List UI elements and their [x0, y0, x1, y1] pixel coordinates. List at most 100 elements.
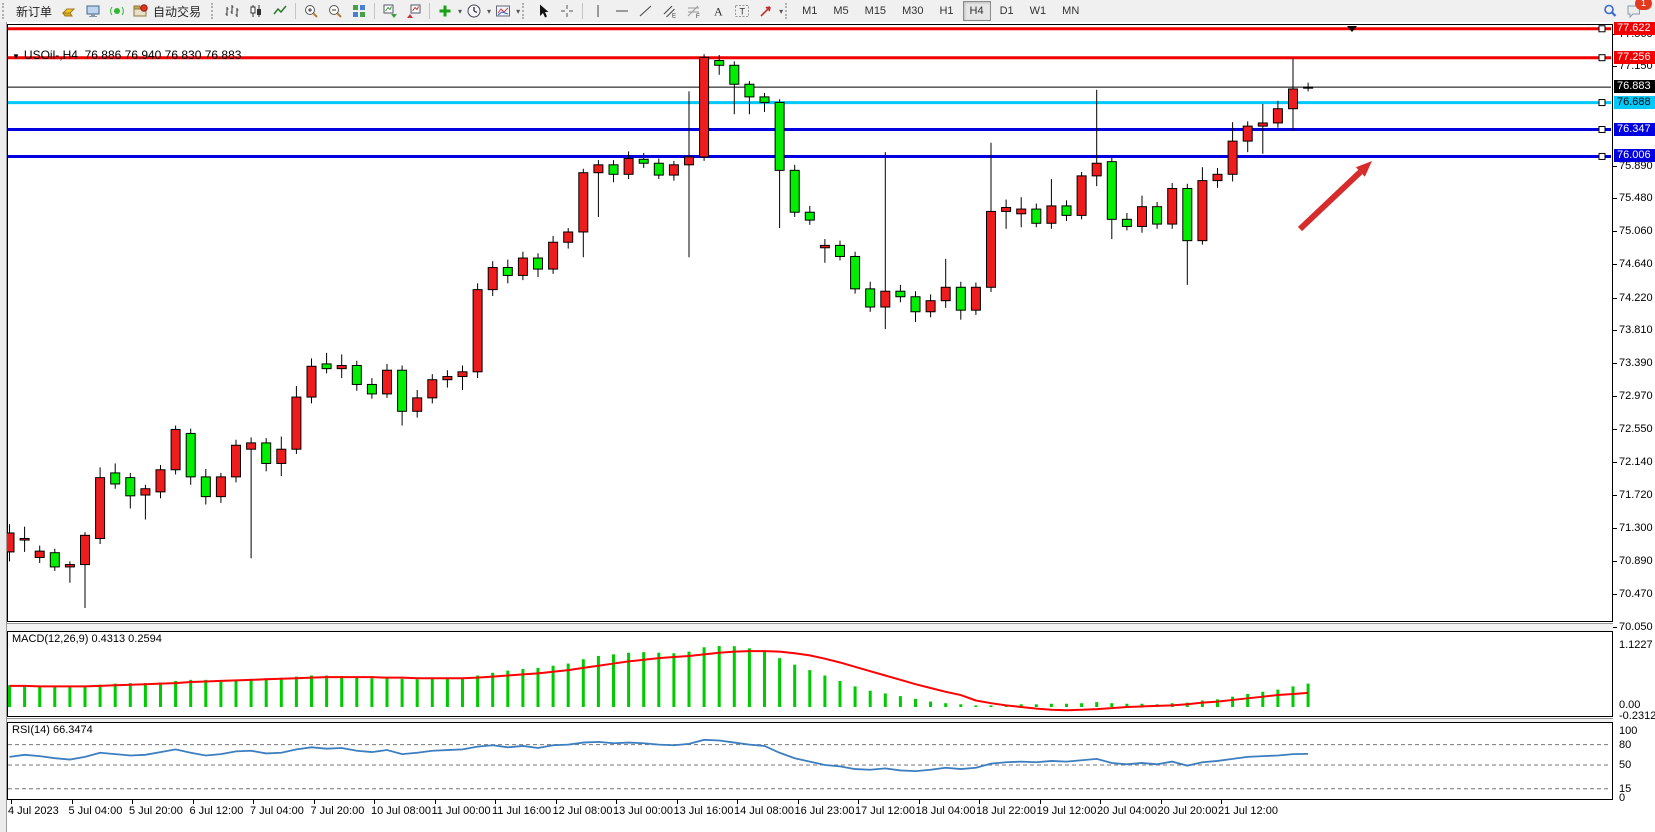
- chart-shift-marker-icon[interactable]: [1347, 26, 1357, 32]
- candle-body: [442, 376, 453, 381]
- macd-chart[interactable]: [7, 631, 1613, 717]
- market-watch-icon[interactable]: [82, 1, 104, 21]
- text-label-button[interactable]: T: [731, 1, 753, 21]
- vertical-line-button[interactable]: [587, 1, 609, 21]
- autotrade-button[interactable]: 自动交易: [130, 1, 208, 21]
- templates-button[interactable]: [492, 1, 514, 21]
- line-handle[interactable]: [1598, 152, 1606, 160]
- date-tick: [253, 800, 254, 804]
- timeframe-button-m1[interactable]: M1: [802, 5, 818, 17]
- chevron-down-icon[interactable]: ▼: [12, 52, 20, 61]
- indicators-button[interactable]: [434, 1, 456, 21]
- periods-button[interactable]: [463, 1, 485, 21]
- candle-body: [291, 396, 302, 450]
- rsi-pane[interactable]: [7, 722, 1613, 800]
- rsi-chart[interactable]: [7, 722, 1613, 800]
- autotrade-icon: [133, 3, 149, 19]
- price-tick-label: 74.640: [1619, 258, 1653, 271]
- price-tick: [1613, 626, 1617, 628]
- toolbar-drag-handle[interactable]: [2, 3, 9, 19]
- timeframe-button-w1[interactable]: W1: [1029, 5, 1047, 17]
- toolbar-drag-handle[interactable]: [522, 3, 529, 19]
- horizontal-line-button[interactable]: [611, 1, 633, 21]
- annotation-arrow[interactable]: [1297, 169, 1363, 232]
- timeframe-button-h4[interactable]: H4: [962, 1, 991, 21]
- trendline-button[interactable]: [635, 1, 657, 21]
- line-handle[interactable]: [1598, 99, 1606, 107]
- candle-body: [231, 444, 241, 478]
- macd-bar: [189, 679, 193, 707]
- macd-pane[interactable]: [7, 631, 1613, 717]
- timeframe-button-h1[interactable]: H1: [939, 5, 954, 17]
- timeframe-button-m15[interactable]: M15: [864, 5, 887, 17]
- candle-body: [382, 369, 392, 395]
- zoom-in-button[interactable]: [300, 1, 322, 21]
- signals-icon[interactable]: [106, 1, 128, 21]
- autotrade-label: 自动交易: [153, 4, 202, 19]
- cursor-button[interactable]: [532, 1, 554, 21]
- price-axis[interactable]: 77.56077.15075.89075.48075.06074.64074.2…: [1613, 22, 1655, 804]
- line-handle[interactable]: [1598, 54, 1606, 62]
- price-tick: [1613, 264, 1617, 266]
- arrow-objects-button[interactable]: [755, 1, 777, 21]
- price-tick: [1613, 495, 1617, 497]
- chevron-down-icon[interactable]: ▾: [487, 6, 492, 16]
- macd-bar: [1276, 689, 1280, 707]
- chevron-down-icon[interactable]: ▾: [516, 6, 521, 16]
- macd-bar: [944, 703, 948, 707]
- candlestick-chart-button[interactable]: [245, 1, 267, 21]
- timeframe-button-d1[interactable]: D1: [999, 5, 1014, 17]
- timeframe-group: M1 M5 M15 M30 H1 H4 D1 W1 MN: [794, 1, 1087, 21]
- timeframe-button-m30[interactable]: M30: [902, 5, 924, 17]
- main-chart-pane[interactable]: [7, 24, 1613, 622]
- text-button[interactable]: A: [707, 1, 729, 21]
- tile-windows-button[interactable]: [348, 1, 370, 21]
- line-chart-button[interactable]: [269, 1, 291, 21]
- candle-body: [155, 469, 166, 493]
- arrange-up-button[interactable]: [379, 1, 401, 21]
- time-axis[interactable]: 4 Jul 2023 5 Jul 04:00 5 Jul 20:00 6 Jul 12…: [7, 800, 1655, 832]
- line-handle[interactable]: [1598, 25, 1606, 33]
- candle-body: [653, 162, 664, 176]
- arrange-down-button[interactable]: [403, 1, 425, 21]
- candle-body: [276, 448, 287, 464]
- date-label: 5 Jul 20:00: [129, 805, 183, 817]
- gold-bar-icon[interactable]: [58, 1, 80, 21]
- toolbar-drag-handle[interactable]: [211, 3, 218, 19]
- date-label: 20 Jul 04:00: [1097, 805, 1157, 817]
- candle-body: [774, 101, 785, 171]
- candle-body: [1152, 206, 1163, 225]
- macd-bar: [234, 679, 238, 707]
- date-tick: [1221, 800, 1222, 804]
- macd-bar: [325, 675, 329, 707]
- search-icon[interactable]: [1599, 1, 1621, 21]
- chevron-down-icon[interactable]: ▾: [458, 6, 463, 16]
- new-order-button[interactable]: 新订单: [16, 4, 53, 19]
- candlestick-chart[interactable]: [7, 24, 1613, 622]
- zoom-out-button[interactable]: [324, 1, 346, 21]
- crosshair-button[interactable]: [556, 1, 578, 21]
- macd-bar: [717, 646, 721, 707]
- price-tick-label: 71.300: [1619, 522, 1653, 535]
- macd-bar: [747, 648, 751, 707]
- toolbar-drag-handle[interactable]: [785, 3, 792, 19]
- candle-body: [1272, 108, 1283, 124]
- candle-body: [1001, 206, 1012, 212]
- fibonacci-button[interactable]: F: [683, 1, 705, 21]
- candle-body: [1303, 86, 1314, 89]
- date-label: 7 Jul 04:00: [250, 805, 304, 817]
- line-handle[interactable]: [1598, 126, 1606, 134]
- channel-button[interactable]: E: [659, 1, 681, 21]
- macd-bar: [98, 684, 102, 707]
- macd-bar: [83, 685, 87, 707]
- bar-chart-button[interactable]: [221, 1, 243, 21]
- candle-body: [608, 164, 619, 175]
- notifications-button[interactable]: 1: [1623, 0, 1652, 21]
- macd-bar: [808, 670, 812, 707]
- macd-bar: [702, 647, 706, 707]
- timeframe-button-mn[interactable]: MN: [1062, 5, 1080, 17]
- chevron-down-icon[interactable]: ▾: [779, 6, 784, 16]
- annotation-arrowhead-icon[interactable]: [1355, 161, 1372, 177]
- timeframe-button-m5[interactable]: M5: [833, 5, 849, 17]
